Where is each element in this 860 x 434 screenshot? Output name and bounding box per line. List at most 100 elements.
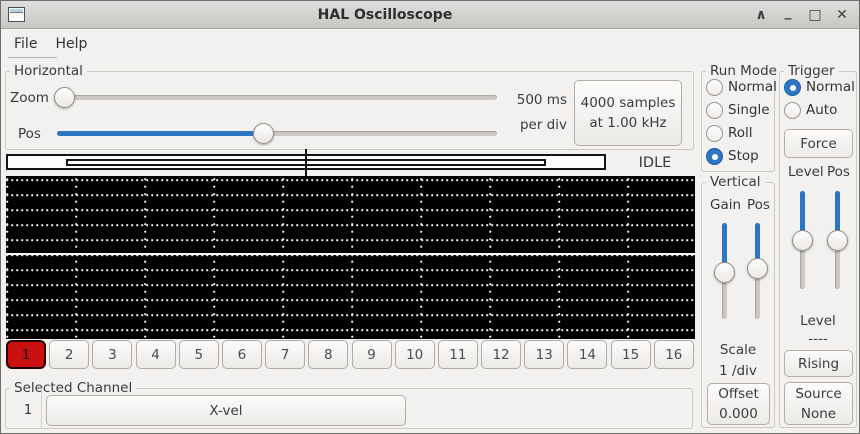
trigger-option-auto[interactable]: Auto: [784, 101, 837, 119]
channel-button-5[interactable]: 5: [178, 340, 219, 369]
window-icon[interactable]: [8, 7, 25, 22]
trigger-pos-slider-thumb[interactable]: [827, 230, 848, 251]
offset-button[interactable]: Offset 0.000: [707, 383, 770, 425]
main-content: Horizontal Zoom Pos 500 ms per div 4000 …: [1, 58, 859, 433]
sample-freq: at 1.00 kHz: [589, 115, 667, 131]
radio-icon[interactable]: [706, 78, 723, 96]
pos-slider-thumb[interactable]: [253, 123, 274, 144]
source-label: Source: [795, 385, 842, 402]
maximize-icon[interactable]: □: [808, 6, 822, 23]
channel-button-6[interactable]: 6: [221, 340, 262, 369]
vertical-panel: Vertical Gain Pos Scale 1 /div Offset 0.…: [701, 174, 775, 428]
close-icon[interactable]: ✕: [836, 6, 848, 23]
scale-value: 1 /div: [719, 363, 757, 379]
channel-button-16[interactable]: 16: [653, 340, 694, 369]
trigger-level-label: Level: [788, 164, 824, 180]
sample-count: 4000 samples: [580, 95, 676, 111]
channel-strip: 1 2 3 4 5 6 7 8 9 10 11 12 13 14 15 16: [6, 340, 694, 369]
offset-label: Offset: [718, 386, 759, 402]
radio-selected-icon[interactable]: [784, 78, 801, 96]
menu-file[interactable]: File: [14, 35, 38, 52]
radio-label: Roll: [728, 125, 753, 141]
time-per-div-line2: per div: [519, 117, 567, 133]
radio-icon[interactable]: [706, 124, 723, 142]
shade-icon[interactable]: ∧: [755, 6, 767, 23]
vertical-legend: Vertical: [706, 174, 765, 190]
channel-button-11[interactable]: 11: [437, 340, 478, 369]
trigger-legend: Trigger: [784, 63, 839, 79]
zoom-label: Zoom: [10, 90, 49, 106]
menu-help[interactable]: Help: [55, 35, 88, 52]
radio-label: Normal: [728, 79, 777, 95]
channel-button-13[interactable]: 13: [524, 340, 565, 369]
minimize-icon[interactable]: _: [784, 3, 792, 20]
run-mode-option-roll[interactable]: Roll: [706, 124, 753, 142]
offset-value: 0.000: [719, 406, 758, 422]
time-per-div-line1: 500 ms: [516, 92, 567, 108]
channel-button-10[interactable]: 10: [394, 340, 435, 369]
pos-slider-fill: [57, 131, 254, 136]
channel-button-9[interactable]: 9: [351, 340, 392, 369]
pos-label: Pos: [18, 126, 41, 142]
run-mode-option-single[interactable]: Single: [706, 101, 770, 119]
trigger-readout-value: ----: [808, 331, 828, 347]
channel-button-14[interactable]: 14: [567, 340, 608, 369]
title-bar[interactable]: HAL Oscilloscope ∧ _ □ ✕: [1, 1, 859, 29]
radio-label: Stop: [728, 148, 759, 164]
run-mode-option-stop[interactable]: Stop: [706, 147, 759, 165]
channel-button-8[interactable]: 8: [308, 340, 349, 369]
menu-underline: [8, 57, 57, 58]
trigger-edge-button[interactable]: Rising: [784, 350, 853, 377]
channel-source-label: X-vel: [209, 402, 243, 419]
channel-button-1[interactable]: 1: [6, 340, 46, 369]
radio-icon[interactable]: [706, 101, 723, 119]
vert-pos-slider-fill: [755, 223, 760, 269]
run-mode-legend: Run Mode: [706, 63, 781, 79]
channel-source-button[interactable]: X-vel: [46, 395, 406, 426]
run-mode-option-normal[interactable]: Normal: [706, 78, 777, 96]
channel-button-3[interactable]: 3: [92, 340, 133, 369]
trace-channel-1: [6, 253, 695, 255]
radio-label: Normal: [806, 79, 855, 95]
selected-channel-panel: Selected Channel 1 X-vel: [5, 380, 693, 429]
trigger-option-normal[interactable]: Normal: [784, 78, 855, 96]
channel-button-2[interactable]: 2: [49, 340, 90, 369]
vert-pos-slider-thumb[interactable]: [747, 258, 768, 279]
pos-slider-track[interactable]: [57, 131, 497, 136]
radio-label: Auto: [806, 102, 838, 118]
radio-label: Single: [728, 102, 770, 118]
edge-label: Rising: [797, 355, 840, 372]
vert-pos-label: Pos: [747, 197, 770, 213]
trigger-panel: Trigger Normal Auto Force Level Pos Leve…: [779, 63, 857, 428]
channel-button-4[interactable]: 4: [135, 340, 176, 369]
force-label: Force: [800, 135, 837, 152]
radio-selected-icon[interactable]: [706, 147, 723, 165]
run-mode-panel: Run Mode Normal Single Roll Stop: [701, 63, 781, 172]
trigger-pos-label: Pos: [827, 164, 850, 180]
gain-slider-fill: [722, 223, 727, 273]
gain-slider-thumb[interactable]: [714, 262, 735, 283]
force-button[interactable]: Force: [784, 129, 853, 158]
channel-button-12[interactable]: 12: [481, 340, 522, 369]
horizontal-legend: Horizontal: [10, 63, 87, 79]
scale-label: Scale: [719, 342, 757, 358]
scope-display[interactable]: [6, 176, 695, 339]
source-value: None: [800, 405, 837, 422]
gain-label: Gain: [710, 197, 742, 213]
radio-icon[interactable]: [784, 101, 801, 119]
selected-channel-legend: Selected Channel: [10, 380, 137, 396]
zoom-slider-track[interactable]: [57, 95, 497, 100]
trigger-position-cursor[interactable]: [305, 149, 307, 176]
trigger-source-button[interactable]: Source None: [784, 382, 853, 425]
window-title: HAL Oscilloscope: [317, 6, 453, 23]
channel-button-15[interactable]: 15: [610, 340, 651, 369]
zoom-slider-thumb[interactable]: [54, 87, 75, 108]
divider: [41, 391, 42, 428]
status-badge: IDLE: [638, 155, 672, 171]
selected-channel-number: 1: [23, 402, 33, 418]
channel-button-7[interactable]: 7: [265, 340, 306, 369]
horizontal-panel: Horizontal Zoom Pos 500 ms per div 4000 …: [5, 63, 694, 150]
trigger-level-slider-thumb[interactable]: [792, 230, 813, 251]
sample-rate-button[interactable]: 4000 samples at 1.00 kHz: [574, 80, 682, 146]
